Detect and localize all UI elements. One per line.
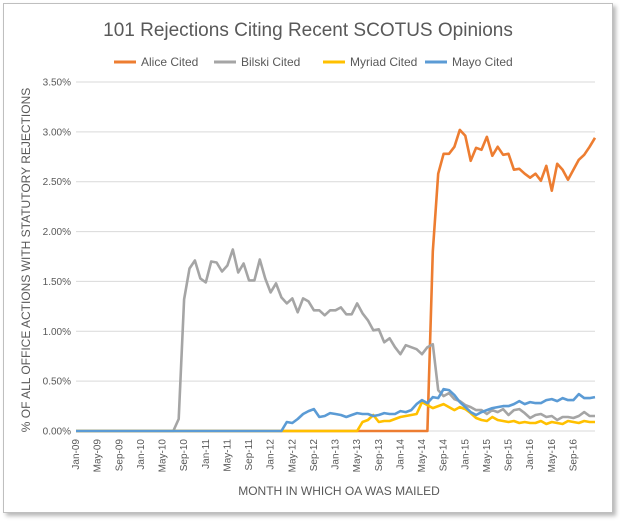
x-tick-label: May-15: [482, 439, 493, 473]
x-tick-label: Jan-14: [395, 439, 406, 470]
series-line-myriad-cited: [76, 400, 595, 433]
x-tick-label: May-14: [417, 439, 428, 473]
x-axis-label: MONTH IN WHICH OA WAS MAILED: [238, 484, 440, 498]
y-tick-label: 0.50%: [43, 377, 71, 388]
x-tick-label: Sep-14: [439, 439, 450, 472]
x-tick-label: May-10: [158, 439, 169, 473]
x-tick-label: May-11: [222, 439, 233, 472]
x-tick-label: May-12: [287, 439, 298, 473]
line-chart: 101 Rejections Citing Recent SCOTUS Opin…: [19, 20, 597, 498]
series-line-bilski-cited: [76, 248, 595, 433]
y-tick-label: 1.00%: [43, 327, 71, 338]
legend-entry: Bilski Cited: [241, 55, 300, 69]
y-tick-label: 0.00%: [43, 427, 71, 438]
x-tick-label: Sep-10: [179, 439, 190, 472]
legend-entry: Myriad Cited: [350, 55, 417, 69]
x-tick-label: May-16: [547, 439, 558, 473]
series-line-alice-cited: [76, 128, 597, 433]
series-line-mayo-cited: [76, 387, 596, 433]
x-tick-label: Jan-16: [525, 439, 536, 470]
x-tick-label: May-09: [93, 439, 104, 473]
x-tick-label: Sep-12: [309, 439, 320, 472]
legend: Alice Cited Bilski Cited Myriad Cited Mayo …: [114, 55, 513, 69]
x-tick-label: Sep-11: [244, 439, 255, 471]
x-tick-label: Jan-15: [460, 439, 471, 470]
y-axis-ticks: 0.00% 0.50% 1.00% 1.50% 2.00% 2.50% 3.00% 3.50%: [43, 78, 71, 438]
x-tick-label: May-13: [352, 439, 363, 473]
x-tick-label: Jan-10: [136, 439, 147, 470]
x-tick-label: Sep-16: [568, 439, 579, 472]
y-tick-label: 1.50%: [43, 277, 71, 288]
x-tick-label: Jan-09: [71, 439, 82, 470]
x-tick-label: Jan-12: [266, 439, 277, 470]
legend-entry: Mayo Cited: [452, 55, 513, 69]
legend-entry: Alice Cited: [141, 55, 198, 69]
x-tick-label: Jan-13: [331, 439, 342, 470]
y-axis-label: % OF ALL OFFICE ACTIONS WITH STATUTORY R…: [19, 88, 33, 433]
y-tick-label: 2.00%: [43, 227, 71, 238]
x-tick-label: Sep-09: [114, 439, 125, 472]
y-tick-label: 3.50%: [43, 78, 71, 89]
y-tick-label: 3.00%: [43, 127, 71, 138]
chart-title: 101 Rejections Citing Recent SCOTUS Opin…: [103, 20, 513, 41]
x-tick-label: Sep-15: [504, 439, 515, 472]
gridlines: [76, 81, 595, 432]
x-axis-ticks: Jan-09 May-09 Sep-09 Jan-10 May-10 Sep-10 Jan-…: [71, 439, 579, 473]
y-tick-label: 2.50%: [43, 177, 71, 188]
series-lines: [76, 128, 597, 433]
x-tick-label: Sep-13: [374, 439, 385, 472]
chart-frame: 101 Rejections Citing Recent SCOTUS Opin…: [3, 3, 613, 513]
x-tick-label: Jan-11: [201, 439, 212, 469]
